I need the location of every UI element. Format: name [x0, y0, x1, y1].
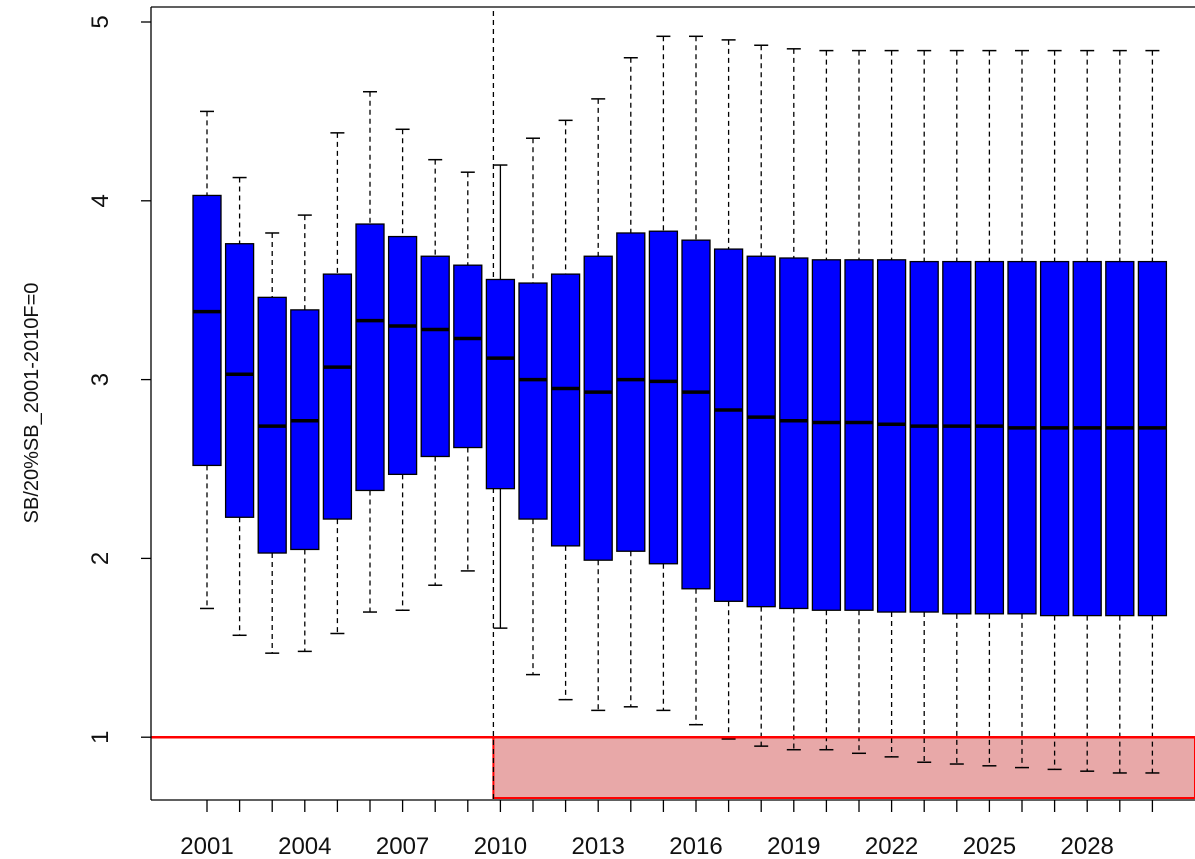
- box-2008: [420, 255, 450, 458]
- shaded-region: [492, 736, 1195, 800]
- box-2017: [713, 248, 744, 602]
- box-2009: [453, 264, 483, 449]
- box-2012: [550, 273, 581, 547]
- x-tick-label-2013: 2013: [572, 833, 625, 859]
- box-2030: [1137, 260, 1168, 617]
- box-2010: [485, 278, 516, 490]
- box-2002: [224, 243, 255, 518]
- box-2024: [942, 260, 972, 615]
- box-2026: [1007, 260, 1037, 615]
- box-2006: [355, 223, 385, 492]
- box-2013: [583, 255, 613, 561]
- box-2022: [876, 259, 907, 613]
- box-2028: [1072, 260, 1102, 617]
- box-2004: [290, 309, 320, 551]
- box-2015: [648, 230, 679, 565]
- box-2021: [844, 259, 874, 611]
- box-2011: [518, 282, 548, 520]
- y-axis-title: SB/20%SB_2001-2010F=0: [21, 283, 43, 524]
- shaded-region-layer: [492, 736, 1195, 800]
- box-2005: [322, 273, 353, 520]
- x-tick-label-2019: 2019: [767, 833, 820, 859]
- x-tick-label-2004: 2004: [278, 833, 331, 859]
- y-tick-label-2: 2: [87, 552, 114, 565]
- x-tick-label-2028: 2028: [1061, 833, 1114, 859]
- y-tick-label-3: 3: [87, 373, 114, 386]
- x-tick-label-2010: 2010: [474, 833, 527, 859]
- x-tick-label-2016: 2016: [669, 833, 722, 859]
- box-2027: [1039, 260, 1070, 617]
- box-2020: [811, 259, 842, 611]
- box-2001: [192, 194, 222, 467]
- x-tick-label-2025: 2025: [963, 833, 1016, 859]
- box-2019: [779, 257, 809, 610]
- boxes-layer: [192, 194, 1168, 617]
- box-2018: [746, 255, 776, 608]
- box-2023: [909, 260, 939, 613]
- box-2029: [1105, 260, 1135, 617]
- box-2016: [681, 239, 711, 590]
- y-tick-label-1: 1: [87, 731, 114, 744]
- whiskers-layer: [200, 11, 1160, 800]
- y-tick-label-4: 4: [87, 194, 114, 207]
- box-2007: [387, 235, 418, 476]
- x-tick-label-2007: 2007: [376, 833, 429, 859]
- box-2014: [616, 232, 646, 552]
- y-tick-label-5: 5: [87, 15, 114, 28]
- x-tick-label-2001: 2001: [180, 833, 233, 859]
- box-2025: [974, 260, 1005, 615]
- x-tick-label-2022: 2022: [865, 833, 918, 859]
- axes-layer: 1 2 3 4 5 2001 2004 2007 2010 2013 2016 2019 2022 202…: [87, 6, 1195, 859]
